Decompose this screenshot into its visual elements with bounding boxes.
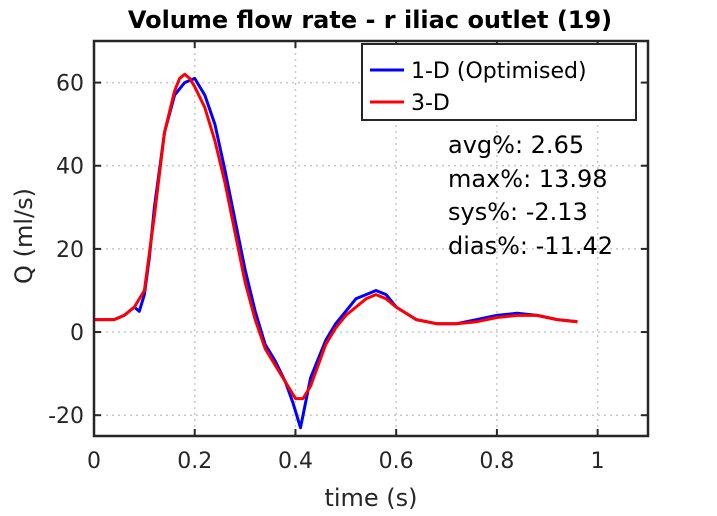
annotation-sys: sys%: -2.13 — [448, 198, 588, 226]
x-tick-label: 0.2 — [177, 449, 212, 474]
chart-title: Volume flow rate - r iliac outlet (19) — [128, 6, 612, 34]
axes-frame — [92, 39, 650, 438]
legend-box — [361, 43, 637, 121]
x-tick-label: 1 — [591, 449, 605, 474]
y-tick-label: 0 — [70, 321, 84, 346]
metrics-annotation: avg%: 2.65 max%: 13.98 sys%: -2.13 dias%… — [448, 131, 613, 260]
annotation-avg: avg%: 2.65 — [448, 131, 584, 159]
annotation-dias: dias%: -11.42 — [448, 232, 613, 260]
x-axis-label: time (s) — [324, 484, 417, 512]
y-axis-label: Q (ml/s) — [10, 188, 38, 284]
legend-label-3d: 3-D — [411, 91, 450, 116]
y-tick-label: -20 — [48, 404, 84, 429]
data-series — [94, 72, 578, 430]
legend-label-1d: 1-D (Optimised) — [411, 59, 587, 84]
y-tick-label: 40 — [56, 155, 84, 180]
x-tick-label: 0.4 — [278, 449, 313, 474]
annotation-max: max%: 13.98 — [448, 165, 608, 193]
x-tick-label: 0 — [87, 449, 101, 474]
x-tick-label: 0.8 — [479, 449, 514, 474]
legend: 1-D (Optimised) 3-D — [361, 43, 637, 121]
y-tick-label: 60 — [56, 72, 84, 97]
x-tick-label: 0.6 — [379, 449, 414, 474]
y-tick-label: 20 — [56, 238, 84, 263]
series-line-3d — [94, 72, 578, 401]
